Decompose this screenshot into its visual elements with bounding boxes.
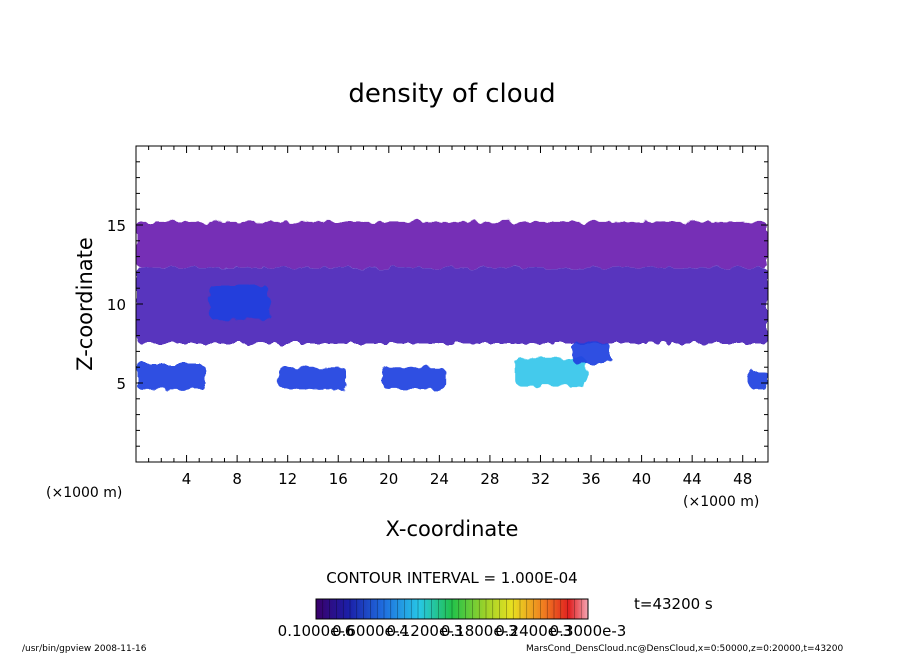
cloud-region-8 xyxy=(749,370,768,390)
colorbar-label-5: 0.3000e-3 xyxy=(550,622,627,640)
footer-right: MarsCond_DensCloud.nc@DensCloud,x=0:5000… xyxy=(526,644,843,654)
x-tick-label-6: 28 xyxy=(480,470,499,488)
cloud-region-2 xyxy=(136,364,206,390)
plot-area xyxy=(136,221,768,390)
cloud-region-6 xyxy=(209,285,269,320)
x-axis-label: X-coordinate xyxy=(386,517,519,541)
x-tick-label-0: 4 xyxy=(182,470,192,488)
y-tick-labels: 5 10 15 xyxy=(107,217,126,393)
cloud-region-7 xyxy=(572,341,610,365)
x-tick-labels: 4 8 12 16 20 24 28 32 36 40 44 48 xyxy=(182,470,752,488)
chart-title: density of cloud xyxy=(348,79,555,109)
cloud-region-4 xyxy=(382,367,446,390)
y-tick-label-0: 5 xyxy=(116,375,126,393)
footer-left: /usr/bin/gpview 2008-11-16 xyxy=(22,644,147,654)
x-tick-label-7: 32 xyxy=(531,470,550,488)
colorbar-label-0: 0.1000e-6 xyxy=(278,622,355,640)
tick-marks xyxy=(135,145,769,463)
cloud-region-3 xyxy=(278,367,348,390)
x-tick-label-2: 12 xyxy=(278,470,297,488)
y-tick-label-2: 15 xyxy=(107,217,126,235)
x-tick-label-5: 24 xyxy=(430,470,449,488)
y-tick-label-1: 10 xyxy=(107,296,126,314)
colorbar-ticks xyxy=(322,599,582,619)
x-tick-label-10: 44 xyxy=(683,470,702,488)
cloud-region-1 xyxy=(136,267,768,344)
x-tick-label-9: 40 xyxy=(632,470,651,488)
x-tick-label-8: 36 xyxy=(581,470,600,488)
x-unit-left: (×1000 m) xyxy=(46,485,122,501)
x-unit-right: (×1000 m) xyxy=(683,494,759,510)
cloud-region-5 xyxy=(515,357,588,387)
colorbar-label-1: 0.6000e-4 xyxy=(332,622,409,640)
x-tick-label-3: 16 xyxy=(329,470,348,488)
y-axis-label: Z-coordinate xyxy=(73,237,97,371)
x-tick-label-11: 48 xyxy=(733,470,752,488)
colorbar-labels: 0.1000e-60.6000e-40.1200e-30.1800e-30.24… xyxy=(278,622,627,640)
colorbar-label-3: 0.1800e-3 xyxy=(441,622,518,640)
colorbar-label-4: 0.2400e-3 xyxy=(495,622,572,640)
x-tick-label-1: 8 xyxy=(232,470,242,488)
contour-interval-label: CONTOUR INTERVAL = 1.000E-04 xyxy=(326,569,577,587)
time-label: t=43200 s xyxy=(634,595,713,613)
cloud-region-0 xyxy=(136,221,768,268)
colorbar-label-2: 0.1200e-3 xyxy=(386,622,463,640)
x-tick-label-4: 20 xyxy=(379,470,398,488)
